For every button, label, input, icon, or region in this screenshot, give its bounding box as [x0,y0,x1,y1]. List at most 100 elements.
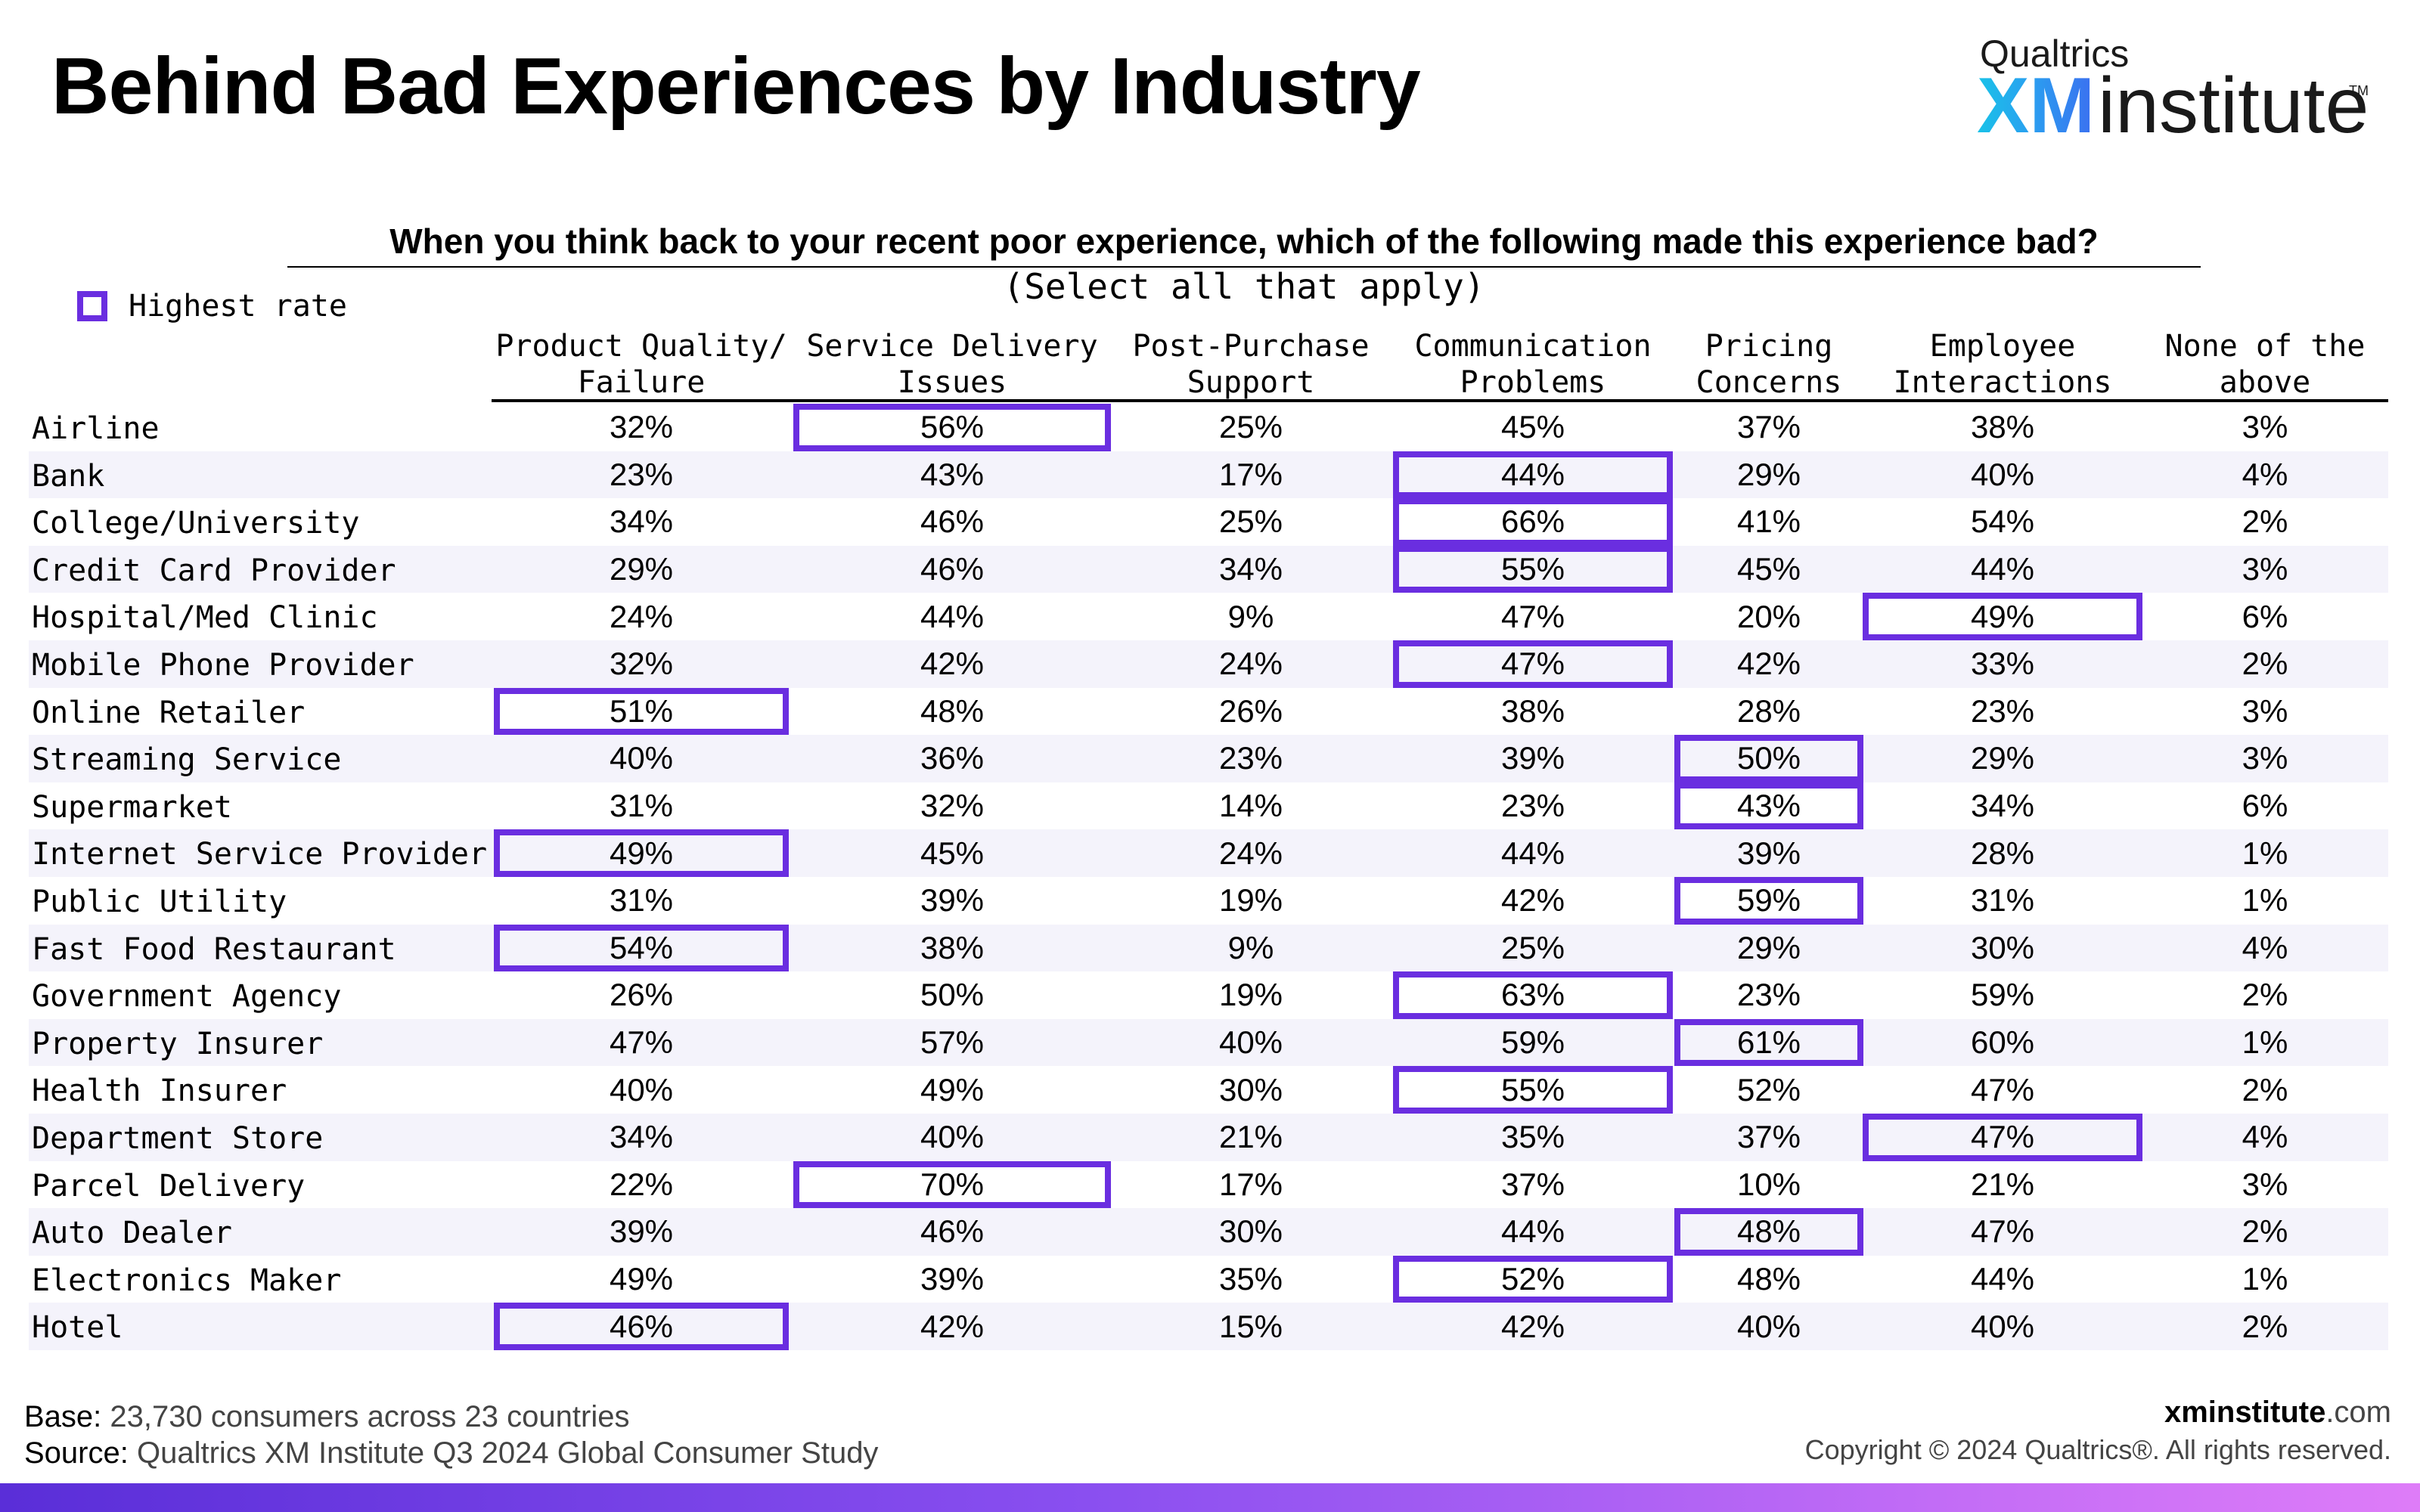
table-row: Hospital/Med Clinic 24% 44% 9% 47% 20% 49% 6% [29,593,2388,640]
value-cell-highest: 46% [494,1303,789,1350]
survey-instruction: (Select all that apply) [1003,266,1485,307]
industry-label: College/University [32,506,360,541]
value-cell: 3% [2242,551,2288,587]
value-cell-highest: 66% [1393,498,1673,546]
value-cell: 40% [1970,1308,2035,1344]
value-cell: 20% [1736,598,1801,634]
column-header-line2: Support [1187,365,1315,400]
industry-label: Public Utility [32,884,287,919]
value-cell: 42% [920,646,985,682]
value-cell: 23% [609,456,674,492]
column-header: None of the above [2136,328,2394,401]
page-title: Behind Bad Experiences by Industry [51,42,1421,131]
value-cell: 38% [1500,692,1565,729]
value-cell: 48% [920,692,985,729]
industry-label: Mobile Phone Provider [32,647,414,683]
value-cell: 24% [1218,646,1283,682]
table-row: Auto Dealer 39% 46% 30% 44% 48% 47% 2% [29,1208,2388,1256]
column-header: Service Delivery Issues [778,328,1126,401]
value-cell: 24% [1218,835,1283,871]
value-cell: 34% [609,1119,674,1155]
header-rule [492,399,2388,402]
value-cell: 40% [609,1071,674,1108]
value-cell: 38% [1970,409,2035,445]
value-cell-highest: 48% [1674,1208,1863,1256]
value-cell: 48% [1736,1260,1801,1297]
value-cell: 19% [1218,882,1283,919]
value-cell: 2% [2242,503,2288,540]
industry-label: Electronics Maker [32,1263,342,1298]
value-cell: 26% [609,977,674,1013]
data-table: Airline 32% 56% 25% 45% 37% 38% 3% Bank 23% 43% 17%… [29,404,2388,1350]
value-cell-highest: 51% [494,687,789,736]
value-cell: 47% [1500,598,1565,634]
value-cell: 37% [1736,409,1801,445]
value-cell: 28% [1736,692,1801,729]
base-label: Base: [24,1400,102,1433]
industry-label: Auto Dealer [32,1216,232,1251]
value-cell: 34% [1970,788,2035,824]
value-cell: 25% [1218,503,1283,540]
source-line: Source: Qualtrics XM Institute Q3 2024 G… [24,1435,878,1471]
value-cell: 29% [609,551,674,587]
value-cell: 37% [1500,1166,1565,1202]
table-row: Streaming Service 40% 36% 23% 39% 50% 29% 3% [29,735,2388,782]
value-cell: 40% [920,1119,985,1155]
logo-qualtrics-text: Qualtrics [1980,33,2130,75]
industry-label: Streaming Service [32,742,342,778]
value-cell: 35% [1218,1260,1283,1297]
value-cell: 34% [609,503,674,540]
value-cell: 30% [1218,1071,1283,1108]
base-line: Base: 23,730 consumers across 23 countri… [24,1399,878,1435]
website-link[interactable]: xminstitute.com [1805,1393,2391,1432]
value-cell: 42% [1500,1308,1565,1344]
value-cell: 47% [609,1024,674,1061]
value-cell: 21% [1218,1119,1283,1155]
column-header: Pricing Concerns [1659,328,1879,401]
site-tld: .com [2325,1396,2391,1429]
value-cell: 2% [2242,1213,2288,1250]
column-header-line2: Interactions [1893,365,2112,400]
value-cell: 3% [2242,740,2288,776]
table-row: Internet Service Provider 49% 45% 24% 44% 39%… [29,829,2388,877]
value-cell: 42% [920,1308,985,1344]
industry-label: Parcel Delivery [32,1168,306,1204]
industry-label: Hospital/Med Clinic [32,600,378,636]
table-row: Online Retailer 51% 48% 26% 38% 28% 23% 3% [29,687,2388,736]
industry-label: Bank [32,458,105,494]
value-cell: 15% [1218,1308,1283,1344]
value-cell-highest: 56% [793,404,1111,451]
value-cell: 1% [2242,882,2288,919]
table-row: Supermarket 31% 32% 14% 23% 43% 34% 6% [29,782,2388,830]
value-cell: 17% [1218,1166,1283,1202]
column-header-line1: Service Delivery [806,329,1098,364]
table-row: Government Agency 26% 50% 19% 63% 23% 59% 2% [29,971,2388,1019]
column-header-line1: Communication [1414,329,1652,364]
value-cell: 33% [1970,646,2035,682]
value-cell: 40% [1218,1024,1283,1061]
table-row: Mobile Phone Provider 32% 42% 24% 47% 42% 33% 2… [29,640,2388,688]
base-text: 23,730 consumers across 23 countries [110,1400,630,1433]
value-cell: 19% [1218,977,1283,1013]
value-cell: 41% [1736,503,1801,540]
value-cell: 39% [920,882,985,919]
table-row: Electronics Maker 49% 39% 35% 52% 48% 44% 1% [29,1255,2388,1303]
value-cell: 31% [609,882,674,919]
value-cell: 31% [1970,882,2035,919]
value-cell-highest: 55% [1393,1066,1673,1114]
value-cell: 22% [609,1166,674,1202]
value-cell: 1% [2242,1260,2288,1297]
value-cell: 42% [1736,646,1801,682]
value-cell: 40% [609,740,674,776]
value-cell: 6% [2242,788,2288,824]
column-header: Employee Interactions [1848,328,2158,401]
column-header-line2: Failure [577,365,706,400]
industry-label: Hotel [32,1310,123,1346]
value-cell: 32% [920,788,985,824]
value-cell: 46% [920,503,985,540]
value-cell: 39% [1736,835,1801,871]
value-cell: 24% [609,598,674,634]
value-cell: 29% [1736,929,1801,965]
value-cell: 44% [1970,1260,2035,1297]
